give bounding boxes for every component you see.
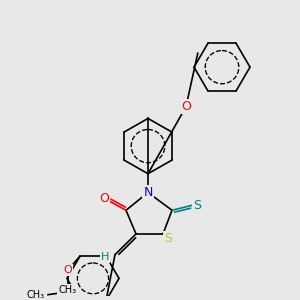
Text: N: N — [143, 186, 153, 199]
Text: CH₃: CH₃ — [27, 290, 45, 300]
Text: S: S — [193, 199, 201, 212]
Text: CH₃: CH₃ — [59, 285, 77, 295]
Text: O: O — [181, 100, 191, 113]
Text: O: O — [99, 192, 109, 205]
Text: O: O — [58, 288, 66, 298]
Text: O: O — [64, 265, 72, 275]
Text: H: H — [101, 252, 109, 262]
Text: S: S — [164, 232, 172, 245]
